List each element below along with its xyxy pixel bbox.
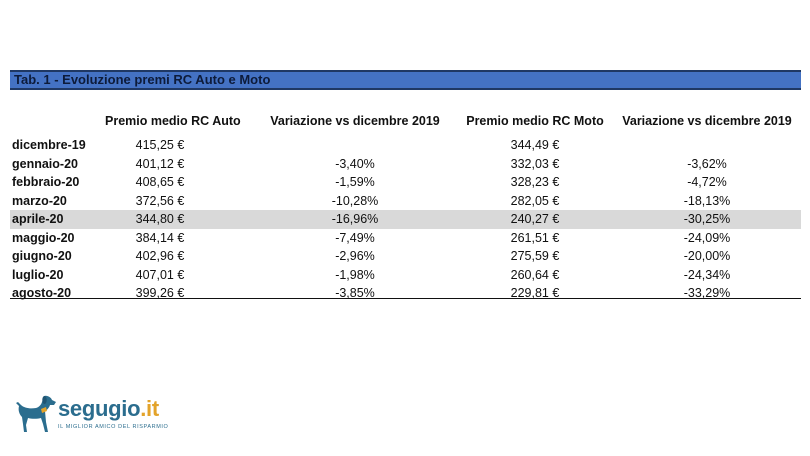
cell-auto-premium: 407,01 €	[135, 267, 185, 282]
cell-auto-variation: -16,96%	[331, 212, 379, 226]
cell-moto-variation: -20,00%	[683, 249, 731, 263]
cell-auto-premium: 401,12 €	[135, 156, 185, 171]
cell-auto-variation: -7,49%	[335, 230, 375, 245]
dog-mascot-icon	[16, 395, 56, 432]
logo-wordmark: segugio.it	[58, 396, 159, 422]
table-row: gennaio-20 401,12 € -3,40% 332,03 € -3,62%	[10, 155, 801, 174]
cell-moto-premium: 275,59 €	[510, 249, 560, 263]
cell-auto-premium: 344,80 €	[135, 212, 185, 226]
cell-moto-variation: -24,09%	[683, 230, 731, 245]
cell-month: luglio-20	[12, 267, 64, 282]
cell-auto-variation: -3,40%	[335, 156, 375, 171]
segugio-logo: segugio.it IL MIGLIOR AMICO DEL RISPARMI…	[14, 392, 174, 436]
cell-month: aprile-20	[12, 212, 64, 226]
logo-name: segugio	[58, 396, 141, 421]
table-title: Tab. 1 - Evoluzione premi RC Auto e Moto	[14, 72, 271, 87]
cell-moto-premium: 229,81 €	[510, 286, 560, 300]
cell-moto-premium: 282,05 €	[510, 193, 560, 208]
table-row: agosto-20 399,26 € -3,85% 229,81 € -33,29%	[10, 284, 801, 303]
cell-auto-premium: 384,14 €	[135, 230, 185, 245]
cell-auto-variation: -1,59%	[335, 175, 375, 189]
cell-auto-premium: 402,96 €	[135, 249, 185, 263]
cell-moto-premium: 261,51 €	[510, 230, 560, 245]
cell-moto-premium: 344,49 €	[510, 138, 560, 152]
table-row: luglio-20 407,01 € -1,98% 260,64 € -24,34%	[10, 266, 801, 285]
logo-tagline: IL MIGLIOR AMICO DEL RISPARMIO	[58, 424, 169, 430]
cell-auto-variation: -2,96%	[335, 249, 375, 263]
cell-month: gennaio-20	[12, 156, 78, 171]
cell-month: febbraio-20	[12, 175, 80, 189]
cell-auto-variation: -1,98%	[335, 267, 375, 282]
header-auto-variation: Variazione vs dicembre 2019	[270, 114, 440, 128]
cell-moto-variation: -3,62%	[687, 156, 727, 171]
table-row: dicembre-19 415,25 € 344,49 €	[10, 136, 801, 155]
cell-moto-variation: -30,25%	[683, 212, 731, 226]
cell-month: giugno-20	[12, 249, 72, 263]
cell-month: marzo-20	[12, 193, 67, 208]
cell-moto-variation: -33,29%	[683, 286, 731, 300]
table-title-bar: Tab. 1 - Evoluzione premi RC Auto e Moto	[10, 70, 801, 90]
cell-moto-variation: -24,34%	[683, 267, 731, 282]
table-row: maggio-20 384,14 € -7,49% 261,51 € -24,09%	[10, 229, 801, 248]
table-row: giugno-20 402,96 € -2,96% 275,59 € -20,00%	[10, 247, 801, 266]
cell-moto-premium: 332,03 €	[510, 156, 560, 171]
cell-month: agosto-20	[12, 286, 72, 300]
cell-auto-premium: 399,26 €	[135, 286, 185, 300]
table-row: aprile-20 344,80 € -16,96% 240,27 € -30,25%	[10, 210, 801, 229]
cell-auto-variation: -3,85%	[335, 286, 375, 300]
cell-month: maggio-20	[12, 230, 75, 245]
cell-moto-premium: 260,64 €	[510, 267, 560, 282]
cell-auto-premium: 415,25 €	[135, 138, 185, 152]
table-header-row: Premio medio RC Auto Variazione vs dicem…	[10, 110, 801, 136]
cell-moto-premium: 240,27 €	[510, 212, 560, 226]
cell-auto-variation: -10,28%	[331, 193, 379, 208]
cell-moto-variation: -18,13%	[683, 193, 731, 208]
cell-moto-premium: 328,23 €	[510, 175, 560, 189]
header-auto-premium: Premio medio RC Auto	[105, 114, 241, 128]
cell-auto-premium: 372,56 €	[135, 193, 185, 208]
table-bottom-rule	[10, 298, 801, 299]
logo-suffix: .it	[140, 396, 159, 421]
cell-moto-variation: -4,72%	[687, 175, 727, 189]
cell-auto-premium: 408,65 €	[135, 175, 185, 189]
cell-month: dicembre-19	[12, 138, 86, 152]
table-row: marzo-20 372,56 € -10,28% 282,05 € -18,13%	[10, 192, 801, 211]
premiums-table: Premio medio RC Auto Variazione vs dicem…	[10, 110, 801, 303]
header-moto-premium: Premio medio RC Moto	[466, 114, 604, 128]
header-moto-variation: Variazione vs dicembre 2019	[622, 114, 792, 128]
table-row: febbraio-20 408,65 € -1,59% 328,23 € -4,72%	[10, 173, 801, 192]
